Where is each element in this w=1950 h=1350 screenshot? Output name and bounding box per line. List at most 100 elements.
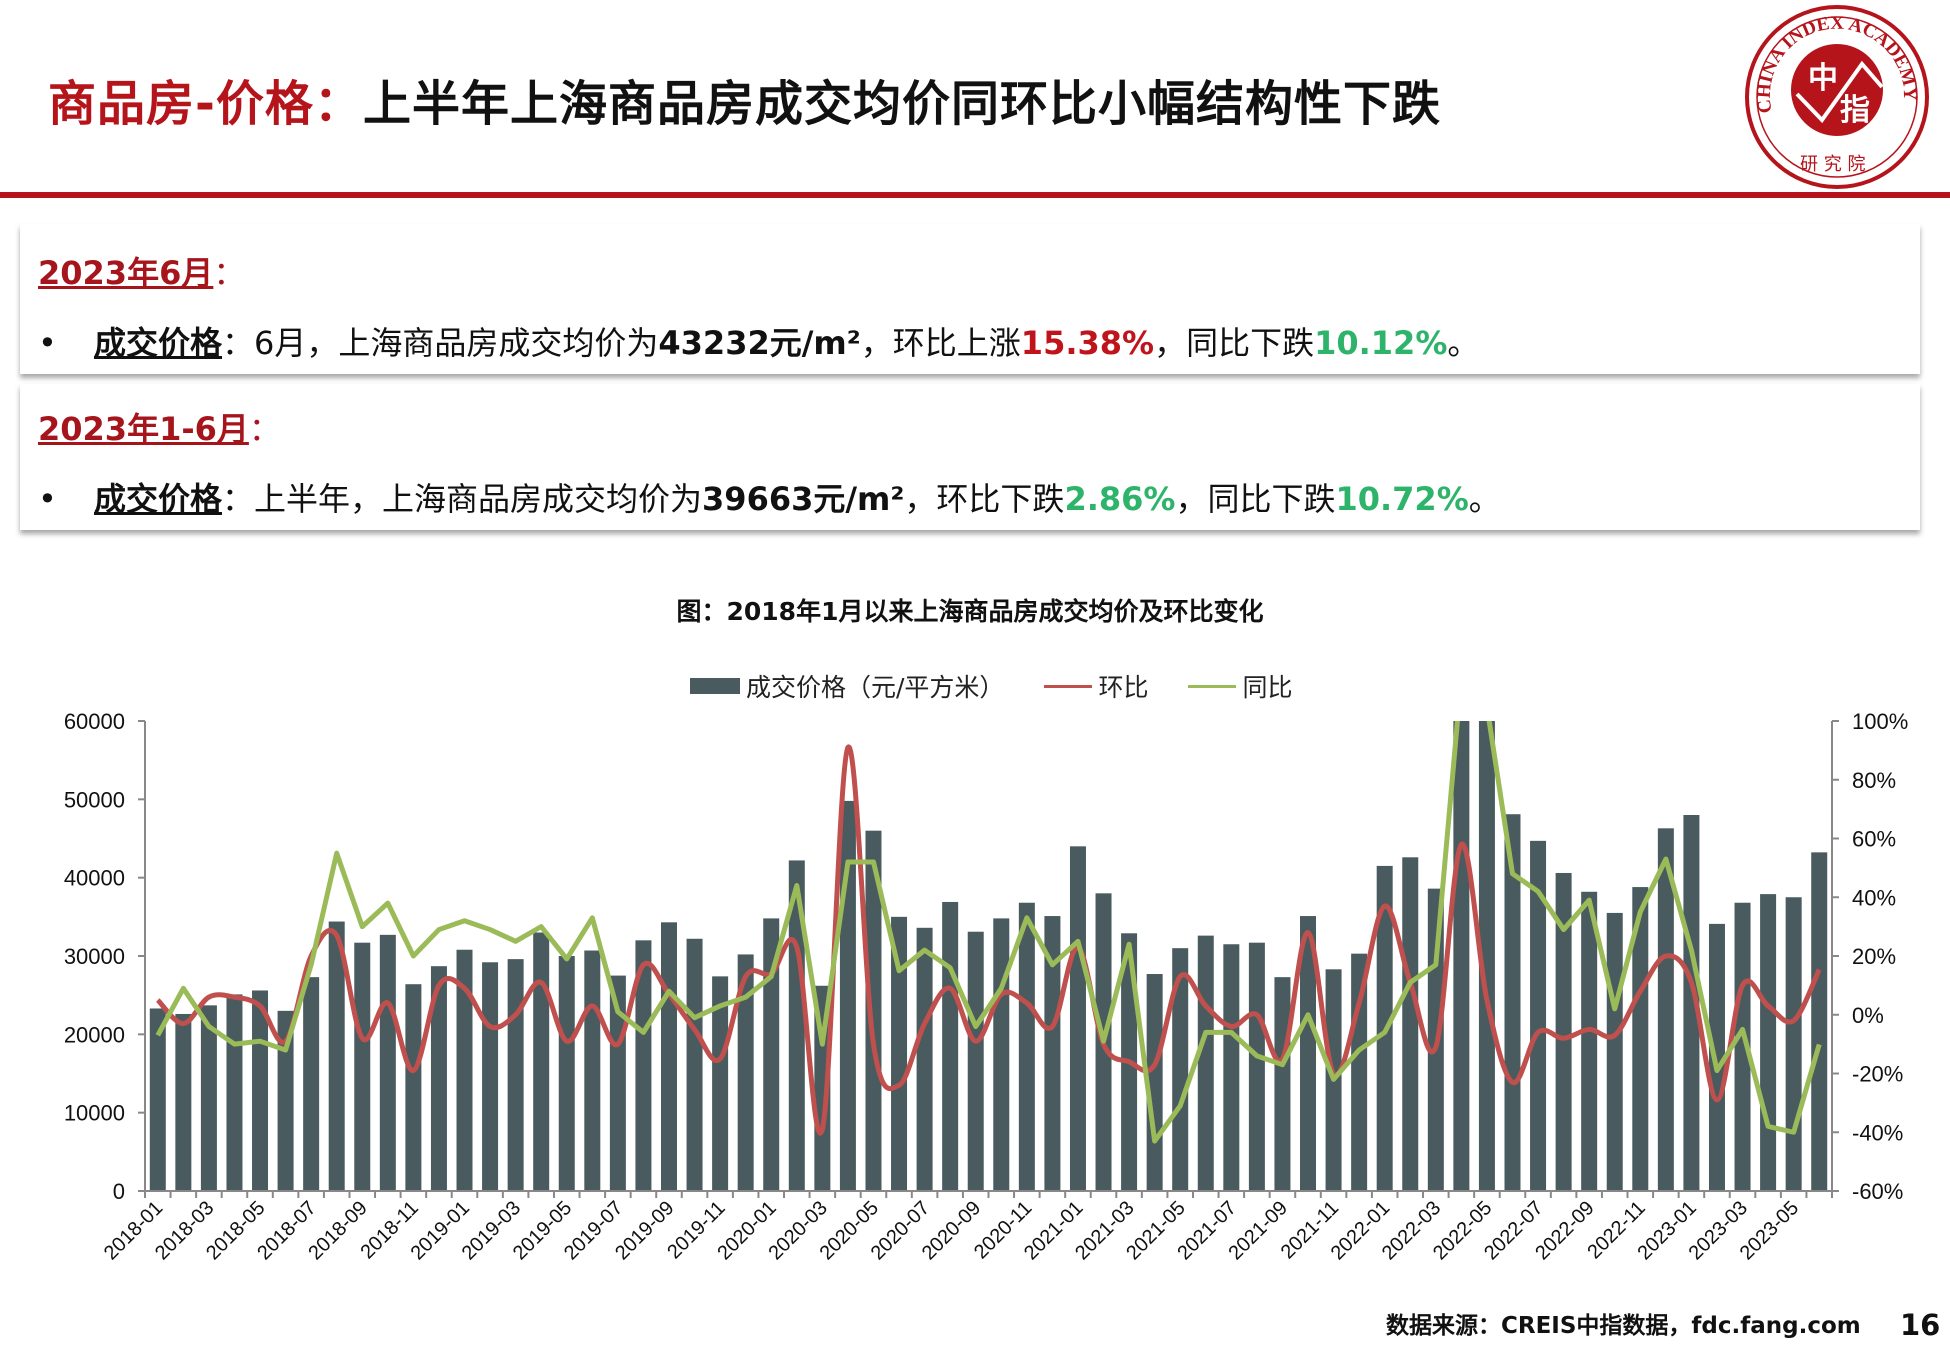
heading-text: 2023年1-6月 [38, 410, 249, 448]
page-title: 商品房-价格：上半年上海商品房成交均价同环比小幅结构性下跌 [48, 64, 1441, 134]
bar [1811, 852, 1828, 1191]
bar [814, 985, 831, 1191]
right-tick-label: 100% [1852, 709, 1908, 734]
price-chart: 0 10000 20000 30000 40000 50000 60000 -60% -40% -… [64, 709, 1908, 1264]
left-tick-label: 0 [113, 1179, 125, 1204]
right-tick-label: 60% [1852, 827, 1896, 852]
bar [405, 984, 422, 1191]
page-number: 16 [1900, 1308, 1941, 1342]
legend-label-mom: 环比 [1098, 673, 1149, 702]
bar [226, 994, 243, 1191]
avg-price: 43232元/m² [658, 324, 861, 362]
right-tick-label: 0% [1852, 1003, 1884, 1028]
mom-line [155, 744, 1822, 1136]
bar [252, 990, 269, 1191]
bar [1581, 891, 1598, 1191]
bar [1274, 977, 1291, 1191]
bar [1069, 846, 1086, 1191]
text: ，环比上涨 [860, 324, 1021, 362]
bar [1223, 944, 1240, 1191]
bar [763, 918, 780, 1191]
bar [456, 949, 473, 1191]
bar [482, 962, 499, 1191]
bullet-icon: • [38, 480, 57, 518]
mom-change: 15.38% [1020, 324, 1155, 362]
bar [660, 922, 677, 1191]
chart-legend: 成交价格（元/平方米） 环比 同比 [690, 668, 1292, 704]
bar [1300, 916, 1317, 1191]
bar [1683, 815, 1700, 1191]
svg-text:研 究 院: 研 究 院 [1800, 154, 1865, 175]
right-tick-label: 20% [1852, 944, 1896, 969]
bar [1760, 894, 1777, 1191]
left-tick-label: 30000 [64, 944, 125, 969]
left-tick-label: 20000 [64, 1022, 125, 1047]
bar [1708, 923, 1725, 1191]
bar [200, 1005, 217, 1191]
china-index-academy-logo: CHINA INDEX ACADEMY 中 指 研 究 院 [1745, 5, 1929, 189]
bullet-icon: • [38, 324, 57, 362]
summary-h1: 2023年1-6月： • 成交价格：上半年，上海商品房成交均价为39663元/m²… [20, 384, 1920, 530]
bar [1044, 916, 1061, 1191]
svg-text:指: 指 [1840, 93, 1870, 128]
title-main: 上半年上海商品房成交均价同环比小幅结构性下跌 [362, 76, 1441, 132]
bar [379, 934, 396, 1191]
bar [635, 940, 652, 1191]
bar [1018, 902, 1035, 1191]
bar [430, 966, 447, 1191]
bar [1606, 912, 1623, 1191]
left-tick-label: 40000 [64, 866, 125, 891]
bar [149, 1008, 166, 1191]
bar [891, 916, 908, 1191]
header-divider [0, 192, 1950, 198]
left-tick-label: 10000 [64, 1101, 125, 1126]
bar [865, 830, 882, 1191]
yoy-change: 10.72% [1335, 480, 1469, 518]
left-tick-label: 60000 [64, 709, 125, 734]
bar [1530, 840, 1547, 1191]
bar [303, 977, 320, 1191]
bar [1555, 872, 1572, 1191]
legend-label-yoy: 同比 [1242, 673, 1293, 702]
bar [1632, 887, 1649, 1191]
text: ：上半年，上海商品房成交均价为 [222, 480, 703, 518]
bar [1734, 902, 1751, 1191]
legend-swatch-yoy [1188, 684, 1237, 688]
legend-label-price: 成交价格（元/平方米） [746, 673, 1005, 702]
bar [354, 942, 371, 1191]
svg-text:中: 中 [1808, 61, 1838, 96]
bullet-line: • 成交价格：6月，上海商品房成交均价为43232元/m²，环比上涨15.38%，… [38, 318, 1479, 364]
legend-swatch-mom [1044, 684, 1093, 688]
text: ，同比下跌 [1175, 480, 1336, 518]
bar [328, 921, 345, 1191]
bar [175, 1013, 192, 1191]
bullet-line: • 成交价格：上半年，上海商品房成交均价为39663元/m²，环比下跌2.86%，… [38, 474, 1501, 520]
text: ，同比下跌 [1154, 324, 1315, 362]
heading-colon: ： [213, 254, 246, 292]
title-prefix: 商品房-价格： [48, 76, 363, 132]
bar [1453, 721, 1470, 1191]
bar [1785, 897, 1802, 1191]
bar [1197, 935, 1214, 1191]
bar [712, 976, 729, 1191]
bar [686, 938, 703, 1191]
left-tick-label: 50000 [64, 787, 125, 812]
section-heading: 2023年1-6月： [38, 404, 281, 450]
bar [967, 931, 984, 1191]
bar [533, 932, 550, 1191]
bar [558, 956, 575, 1191]
text: 。 [1447, 324, 1480, 362]
bar [1504, 814, 1521, 1191]
bar [277, 1010, 294, 1191]
right-tick-label: -60% [1852, 1179, 1903, 1204]
right-tick-label: -20% [1852, 1062, 1903, 1087]
right-tick-label: 40% [1852, 885, 1896, 910]
right-tick-label: 80% [1852, 768, 1896, 793]
bar [1478, 721, 1495, 1191]
text: ，环比下跌 [904, 480, 1065, 518]
chart-title: 图：2018年1月以来上海商品房成交均价及环比变化 [676, 597, 1264, 626]
yoy-line [155, 721, 1822, 1144]
bar [737, 954, 754, 1191]
bar [1248, 942, 1265, 1191]
heading-colon: ： [248, 410, 281, 448]
